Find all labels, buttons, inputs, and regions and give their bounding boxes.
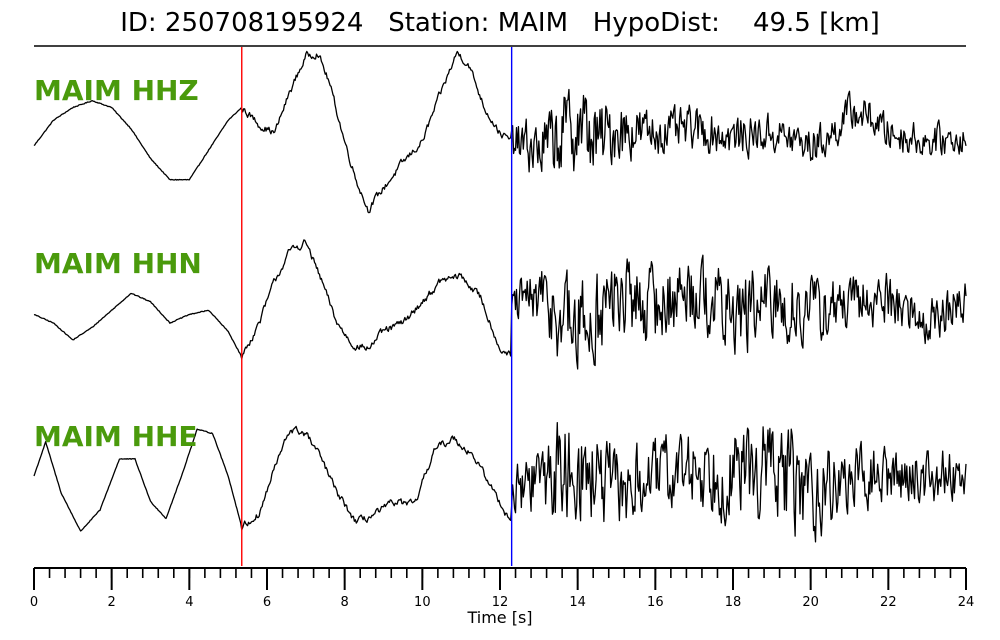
phase-picks-group bbox=[241, 47, 513, 566]
x-tick-label: 8 bbox=[341, 595, 349, 610]
traces-group bbox=[33, 50, 967, 543]
chart-title: ID: 250708195924 Station: MAIM HypoDist:… bbox=[120, 8, 880, 38]
x-tick-label: 2 bbox=[108, 595, 116, 610]
x-tick-label: 20 bbox=[802, 595, 819, 610]
x-tick-label: 10 bbox=[414, 595, 431, 610]
trace-maim-hhn bbox=[33, 239, 967, 370]
trace-maim-hhe bbox=[33, 422, 967, 543]
trace-label: MAIM HHN bbox=[34, 247, 202, 280]
x-tick-label: 16 bbox=[647, 595, 664, 610]
x-tick-label: 22 bbox=[880, 595, 897, 610]
x-tick-label: 14 bbox=[569, 595, 586, 610]
trace-labels-group: MAIM HHZ MAIM HHN MAIM HHE bbox=[34, 74, 202, 453]
x-tick-label: 6 bbox=[263, 595, 271, 610]
trace-label: MAIM HHE bbox=[34, 420, 198, 453]
x-tick-label: 12 bbox=[492, 595, 509, 610]
x-tick-label: 4 bbox=[185, 595, 193, 610]
trace-maim-hhz bbox=[33, 50, 967, 214]
x-tick-label: 24 bbox=[958, 595, 975, 610]
x-tick-label: 0 bbox=[30, 595, 38, 610]
x-tick-label: 18 bbox=[725, 595, 742, 610]
trace-label: MAIM HHZ bbox=[34, 74, 199, 107]
x-axis-label: Time [s] bbox=[466, 608, 532, 627]
